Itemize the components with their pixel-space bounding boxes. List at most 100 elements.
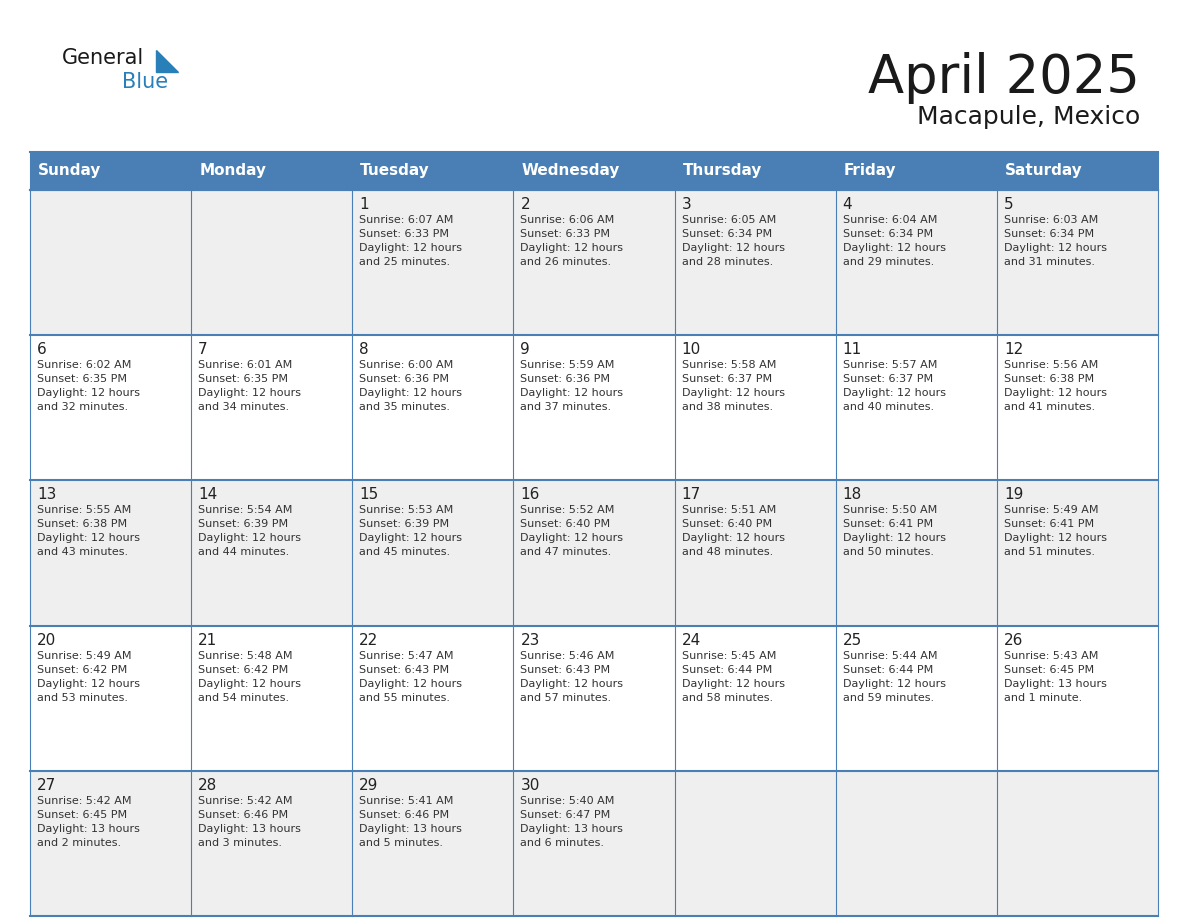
- Bar: [30, 771, 1158, 916]
- Text: Sunrise: 5:42 AM: Sunrise: 5:42 AM: [37, 796, 132, 806]
- Text: Sunrise: 5:49 AM: Sunrise: 5:49 AM: [37, 651, 132, 661]
- Bar: [997, 152, 1158, 190]
- Text: Daylight: 12 hours: Daylight: 12 hours: [359, 243, 462, 253]
- Text: Sunset: 6:36 PM: Sunset: 6:36 PM: [520, 375, 611, 385]
- Text: 23: 23: [520, 633, 539, 647]
- Text: 15: 15: [359, 487, 379, 502]
- Text: Sunrise: 5:46 AM: Sunrise: 5:46 AM: [520, 651, 615, 661]
- Text: Sunset: 6:47 PM: Sunset: 6:47 PM: [520, 810, 611, 820]
- Text: Sunrise: 5:53 AM: Sunrise: 5:53 AM: [359, 506, 454, 515]
- Text: Sunset: 6:35 PM: Sunset: 6:35 PM: [198, 375, 289, 385]
- Text: Daylight: 12 hours: Daylight: 12 hours: [520, 388, 624, 398]
- Text: Sunrise: 6:02 AM: Sunrise: 6:02 AM: [37, 360, 132, 370]
- Text: 10: 10: [682, 342, 701, 357]
- Text: Sunset: 6:40 PM: Sunset: 6:40 PM: [682, 520, 772, 530]
- Text: 3: 3: [682, 197, 691, 212]
- Text: Sunset: 6:38 PM: Sunset: 6:38 PM: [1004, 375, 1094, 385]
- Text: Sunset: 6:44 PM: Sunset: 6:44 PM: [842, 665, 933, 675]
- Text: 11: 11: [842, 342, 862, 357]
- Text: and 58 minutes.: and 58 minutes.: [682, 692, 772, 702]
- Text: Sunrise: 6:05 AM: Sunrise: 6:05 AM: [682, 215, 776, 225]
- Text: and 53 minutes.: and 53 minutes.: [37, 692, 128, 702]
- Text: Sunrise: 5:59 AM: Sunrise: 5:59 AM: [520, 360, 615, 370]
- Text: and 55 minutes.: and 55 minutes.: [359, 692, 450, 702]
- Text: Daylight: 12 hours: Daylight: 12 hours: [842, 388, 946, 398]
- Bar: [30, 335, 1158, 480]
- Text: Sunday: Sunday: [38, 163, 101, 178]
- Text: and 57 minutes.: and 57 minutes.: [520, 692, 612, 702]
- Bar: [675, 152, 835, 190]
- Text: 8: 8: [359, 342, 369, 357]
- Text: General: General: [62, 48, 144, 68]
- Text: 17: 17: [682, 487, 701, 502]
- Text: Sunrise: 6:06 AM: Sunrise: 6:06 AM: [520, 215, 614, 225]
- Text: Sunrise: 6:04 AM: Sunrise: 6:04 AM: [842, 215, 937, 225]
- Text: 28: 28: [198, 778, 217, 793]
- Text: Sunrise: 5:44 AM: Sunrise: 5:44 AM: [842, 651, 937, 661]
- Text: and 32 minutes.: and 32 minutes.: [37, 402, 128, 412]
- Text: 4: 4: [842, 197, 852, 212]
- Text: Daylight: 12 hours: Daylight: 12 hours: [842, 678, 946, 688]
- Polygon shape: [156, 50, 178, 72]
- Text: Sunrise: 5:51 AM: Sunrise: 5:51 AM: [682, 506, 776, 515]
- Text: and 38 minutes.: and 38 minutes.: [682, 402, 772, 412]
- Text: 12: 12: [1004, 342, 1023, 357]
- Text: and 28 minutes.: and 28 minutes.: [682, 257, 773, 267]
- Text: Sunset: 6:45 PM: Sunset: 6:45 PM: [1004, 665, 1094, 675]
- Text: Sunset: 6:36 PM: Sunset: 6:36 PM: [359, 375, 449, 385]
- Text: 16: 16: [520, 487, 539, 502]
- Bar: [191, 152, 353, 190]
- Text: Daylight: 12 hours: Daylight: 12 hours: [842, 533, 946, 543]
- Text: Sunset: 6:34 PM: Sunset: 6:34 PM: [1004, 229, 1094, 239]
- Text: and 25 minutes.: and 25 minutes.: [359, 257, 450, 267]
- Text: and 43 minutes.: and 43 minutes.: [37, 547, 128, 557]
- Text: 21: 21: [198, 633, 217, 647]
- Text: Sunrise: 5:49 AM: Sunrise: 5:49 AM: [1004, 506, 1099, 515]
- Text: 29: 29: [359, 778, 379, 793]
- Text: Daylight: 12 hours: Daylight: 12 hours: [1004, 388, 1107, 398]
- Text: 26: 26: [1004, 633, 1023, 647]
- Text: Sunset: 6:38 PM: Sunset: 6:38 PM: [37, 520, 127, 530]
- Text: Sunset: 6:40 PM: Sunset: 6:40 PM: [520, 520, 611, 530]
- Text: Sunset: 6:43 PM: Sunset: 6:43 PM: [359, 665, 449, 675]
- Text: 6: 6: [37, 342, 46, 357]
- Text: Sunrise: 5:55 AM: Sunrise: 5:55 AM: [37, 506, 131, 515]
- Text: and 50 minutes.: and 50 minutes.: [842, 547, 934, 557]
- Text: Daylight: 12 hours: Daylight: 12 hours: [682, 533, 784, 543]
- Text: Daylight: 12 hours: Daylight: 12 hours: [37, 388, 140, 398]
- Text: 18: 18: [842, 487, 862, 502]
- Text: Sunset: 6:41 PM: Sunset: 6:41 PM: [1004, 520, 1094, 530]
- Text: Daylight: 13 hours: Daylight: 13 hours: [520, 823, 624, 834]
- Text: Daylight: 12 hours: Daylight: 12 hours: [198, 678, 301, 688]
- Text: Sunset: 6:34 PM: Sunset: 6:34 PM: [682, 229, 772, 239]
- Text: and 37 minutes.: and 37 minutes.: [520, 402, 612, 412]
- Text: Daylight: 12 hours: Daylight: 12 hours: [842, 243, 946, 253]
- Text: Tuesday: Tuesday: [360, 163, 430, 178]
- Text: Sunrise: 5:57 AM: Sunrise: 5:57 AM: [842, 360, 937, 370]
- Text: Sunrise: 5:48 AM: Sunrise: 5:48 AM: [198, 651, 292, 661]
- Text: Monday: Monday: [200, 163, 266, 178]
- Bar: [513, 152, 675, 190]
- Text: Sunrise: 5:47 AM: Sunrise: 5:47 AM: [359, 651, 454, 661]
- Text: 7: 7: [198, 342, 208, 357]
- Text: Sunset: 6:45 PM: Sunset: 6:45 PM: [37, 810, 127, 820]
- Text: Sunset: 6:33 PM: Sunset: 6:33 PM: [520, 229, 611, 239]
- Text: Sunset: 6:39 PM: Sunset: 6:39 PM: [198, 520, 289, 530]
- Text: Sunrise: 6:01 AM: Sunrise: 6:01 AM: [198, 360, 292, 370]
- Text: Sunrise: 5:45 AM: Sunrise: 5:45 AM: [682, 651, 776, 661]
- Bar: [835, 152, 997, 190]
- Text: Sunrise: 5:54 AM: Sunrise: 5:54 AM: [198, 506, 292, 515]
- Bar: [30, 152, 191, 190]
- Text: Sunset: 6:35 PM: Sunset: 6:35 PM: [37, 375, 127, 385]
- Text: Sunrise: 5:42 AM: Sunrise: 5:42 AM: [198, 796, 292, 806]
- Text: Sunset: 6:39 PM: Sunset: 6:39 PM: [359, 520, 449, 530]
- Text: and 26 minutes.: and 26 minutes.: [520, 257, 612, 267]
- Text: April 2025: April 2025: [868, 52, 1140, 104]
- Text: 2: 2: [520, 197, 530, 212]
- Text: Daylight: 13 hours: Daylight: 13 hours: [1004, 678, 1107, 688]
- Text: and 1 minute.: and 1 minute.: [1004, 692, 1082, 702]
- Text: Sunrise: 6:07 AM: Sunrise: 6:07 AM: [359, 215, 454, 225]
- Text: Sunset: 6:44 PM: Sunset: 6:44 PM: [682, 665, 772, 675]
- Text: Blue: Blue: [122, 72, 169, 92]
- Text: Daylight: 12 hours: Daylight: 12 hours: [682, 678, 784, 688]
